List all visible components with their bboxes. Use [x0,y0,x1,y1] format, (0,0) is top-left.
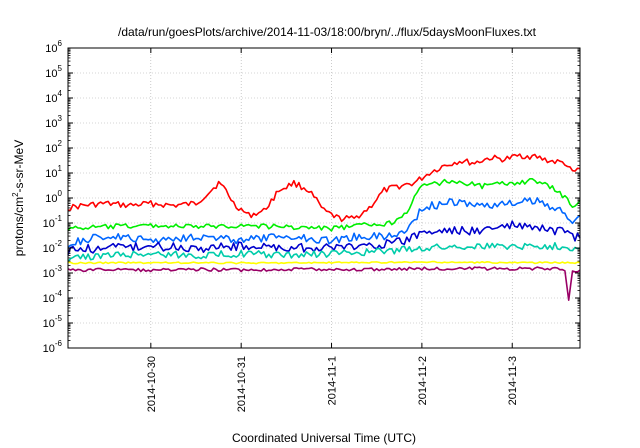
y-tick-label: 102 [45,139,62,155]
x-axis-label: Coordinated Universal Time (UTC) [232,431,416,445]
y-tick-label: 103 [45,114,62,130]
y-tick-label: 10-4 [43,289,63,305]
y-axis-label-main: protons/cm [12,197,26,256]
series-line-3 [67,197,581,248]
y-tick-label: 10-1 [43,214,63,230]
x-tick-label: 2014-10-31 [236,356,248,412]
y-tick-label: 10-2 [43,239,63,255]
y-tick-label: 10-3 [43,264,63,280]
y-tick-label: 100 [45,189,62,205]
y-tick-label: 101 [45,164,62,180]
y-tick-label: 104 [45,89,62,105]
x-tick-label: 2014-11-3 [507,356,519,405]
y-tick-label: 105 [45,64,62,80]
series-line-4 [67,220,581,255]
y-axis-label-sup: 2 [11,192,20,197]
y-axis-label-rest: -s-sr-MeV [12,140,26,193]
series-line-5 [67,242,581,262]
chart-title: /data/run/goesPlots/archive/2014-11-03/1… [118,25,537,39]
x-tick-label: 2014-10-30 [146,356,158,412]
y-tick-label: 10-6 [43,339,63,355]
series-line-2 [67,178,581,232]
y-axis-label: protons/cm2-s-sr-MeV [11,140,26,256]
grid-lines [68,48,580,348]
series-line-6 [67,260,581,265]
x-tick-label: 2014-11-2 [417,356,429,405]
series-layer [67,153,581,302]
axis-ticks: 10-6 10-5 10-4 10-3 10-2 10-1 100 101 102 103 104 1… [43,39,580,412]
y-tick-label: 106 [45,39,62,55]
y-tick-label: 10-5 [43,314,63,330]
x-tick-label: 2014-11-1 [327,356,339,405]
series-line-1 [67,153,581,223]
series-line-7 [67,266,581,302]
